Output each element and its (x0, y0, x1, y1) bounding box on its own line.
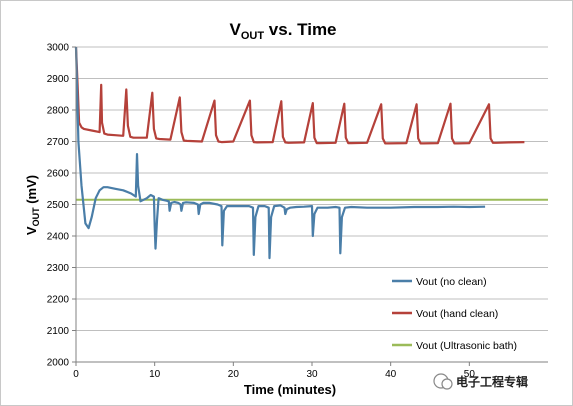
chart-title-main: V (229, 20, 241, 39)
y-axis-label: VOUT (mV) (24, 175, 41, 235)
y-tick-label: 2100 (47, 326, 70, 337)
y-tick-label: 2600 (47, 169, 70, 180)
watermark-text: 电子工程专辑 (456, 374, 528, 389)
y-tick-label: 2200 (47, 295, 70, 306)
legend: Vout (no clean) Vout (hand clean) Vout (… (392, 276, 517, 352)
x-tick-label: 40 (385, 369, 397, 380)
y-axis-label-sub: OUT (31, 207, 41, 227)
x-tick-labels: 0 10 20 30 40 50 (73, 362, 475, 380)
chart-title-sub: OUT (241, 30, 265, 42)
legend-label-no-clean: Vout (no clean) (416, 276, 487, 288)
y-tick-label: 2500 (47, 200, 70, 211)
x-tick-label: 20 (228, 369, 240, 380)
series-line-vout-hand-clean (74, 46, 525, 145)
y-tick-label: 2400 (47, 232, 70, 243)
series-line-vout-no-clean (74, 46, 486, 260)
y-tick-label: 2300 (47, 263, 70, 274)
y-tick-label: 2900 (47, 74, 70, 85)
x-tick-label: 30 (306, 369, 318, 380)
y-tick-label: 2700 (47, 137, 70, 148)
chart-title-rest: vs. Time (264, 20, 336, 39)
x-tick-label: 50 (464, 369, 476, 380)
y-axis-label-main: V (24, 226, 39, 235)
wechat-icon-inner (441, 378, 453, 390)
y-tick-labels: 2000 2100 2200 2300 2400 2500 2600 2700 2800 2900… (47, 43, 76, 369)
x-tick-label: 10 (149, 369, 161, 380)
y-tick-label: 2800 (47, 106, 70, 117)
x-axis-label: Time (minutes) (244, 382, 336, 397)
chart-title: VOUT vs. Time (229, 20, 336, 42)
legend-label-ultrasonic: Vout (Ultrasonic bath) (416, 340, 517, 352)
x-tick-label: 0 (73, 369, 79, 380)
series-lines (74, 46, 548, 260)
watermark: 电子工程专辑 (433, 373, 528, 390)
y-tick-label: 3000 (47, 43, 70, 54)
y-tick-label: 2000 (47, 358, 70, 369)
y-axis-label-rest: (mV) (24, 175, 39, 208)
legend-label-hand-clean: Vout (hand clean) (416, 308, 498, 320)
